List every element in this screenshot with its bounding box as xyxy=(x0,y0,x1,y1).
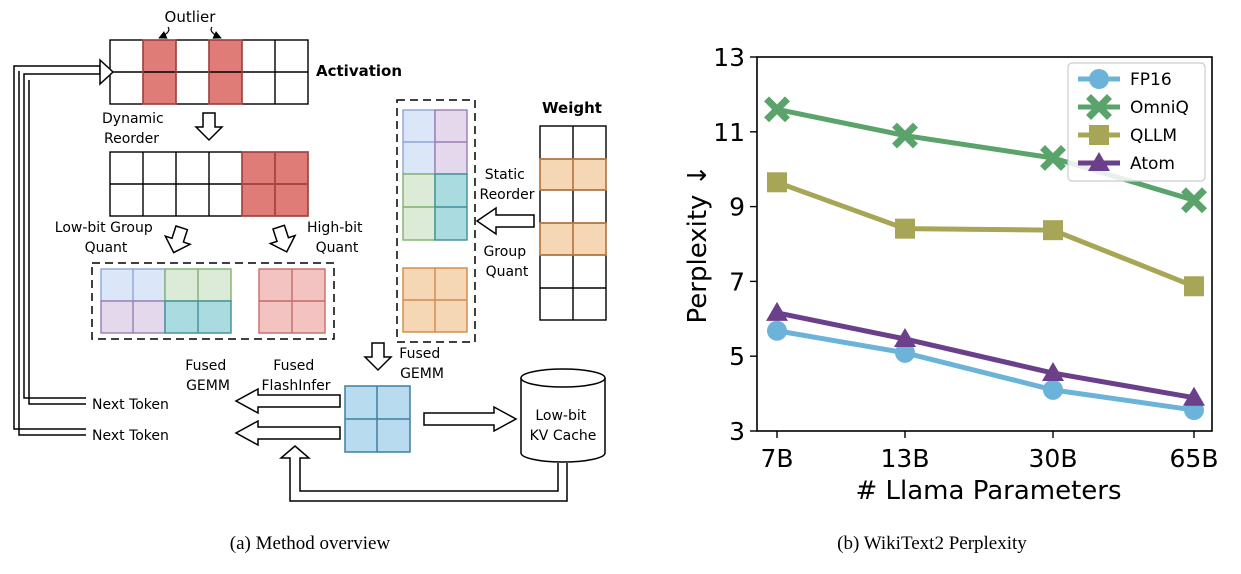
point-fp16-13B xyxy=(895,342,915,363)
fused-flashinfer-output-arrow xyxy=(234,419,341,447)
point-atom-13B xyxy=(894,327,916,347)
x-tick-label-30B: 30B xyxy=(1029,444,1078,473)
point-qllm-13B xyxy=(895,218,915,239)
point-atom-65B xyxy=(1183,386,1205,406)
kv-cache-read-arrow xyxy=(278,445,568,502)
low-bit-quantized-grid xyxy=(100,268,232,334)
high-bit-quant-arrow xyxy=(268,224,297,253)
legend-label-omniq: OmniQ xyxy=(1130,98,1189,118)
y-tick-label-5: 5 xyxy=(729,342,745,371)
series-line-fp16 xyxy=(776,328,1195,413)
kv-cache-cylinder xyxy=(520,368,606,463)
quantized-weight-grid xyxy=(402,109,468,333)
legend-marker-omniq xyxy=(1086,94,1112,120)
point-qllm-30B xyxy=(1043,220,1063,241)
legend-label-atom: Atom xyxy=(1130,154,1175,174)
chart-plot-area: 3 5 7 9 11 13 7B 13B 30B 65B # Llama Parameters Per… xyxy=(683,43,1218,506)
point-omniq-30B xyxy=(1040,145,1066,171)
outlier-arrow-left xyxy=(158,26,170,39)
next-token-feedback-2 xyxy=(13,65,100,436)
method-overview: Outlier Activation Dynamic Reorder xyxy=(13,8,607,554)
legend-box xyxy=(1067,62,1206,182)
fused-gemm-center-label: Fused GEMM xyxy=(399,346,444,382)
dynamic-reorder-arrow xyxy=(194,112,224,142)
high-bit-quantized-grid xyxy=(258,268,326,334)
group-quant-label: Group Quant xyxy=(483,244,530,280)
dynamic-reorder-label: Dynamic Reorder xyxy=(102,111,168,147)
legend-label-qllm: QLLM xyxy=(1130,126,1177,146)
legend-marker-atom xyxy=(1088,152,1110,171)
y-tick-label-11: 11 xyxy=(713,118,745,147)
activation-grid xyxy=(109,39,309,105)
fused-gemm-left-label: Fused GEMM xyxy=(185,358,230,394)
fused-gemm-arrow xyxy=(363,342,393,372)
static-reorder-arrow xyxy=(475,206,535,236)
next-token-label-1: Next Token xyxy=(92,397,169,413)
y-tick-label-3: 3 xyxy=(729,417,745,446)
point-atom-30B xyxy=(1042,362,1064,382)
x-tick-label-7B: 7B xyxy=(760,444,793,473)
quantized-activation-box xyxy=(91,262,335,340)
static-reorder-label: Static Reorder xyxy=(479,167,534,203)
point-omniq-7B xyxy=(764,96,790,123)
x-tick-label-65B: 65B xyxy=(1170,444,1219,473)
weight-matrix xyxy=(539,125,607,321)
y-axis-label: Perplexity ↓ xyxy=(683,165,713,324)
perplexity-caption: (b) WikiText2 Perplexity xyxy=(837,533,1027,554)
plot-frame xyxy=(756,56,1213,432)
x-tick-label-13B: 13B xyxy=(881,444,930,473)
low-bit-quant-arrow xyxy=(163,225,193,254)
kv-cache-write-arrow xyxy=(423,405,518,433)
kv-cache-label: Low-bit KV Cache xyxy=(530,408,597,444)
point-qllm-7B xyxy=(767,172,787,193)
fused-flashinfer-label: Fused FlashInfer xyxy=(262,358,331,394)
point-omniq-65B xyxy=(1181,187,1207,214)
weight-label: Weight xyxy=(542,99,602,117)
series-line-atom xyxy=(776,310,1195,401)
high-bit-quant-label: High-bit Quant xyxy=(307,220,367,256)
y-tick-label-13: 13 xyxy=(713,43,745,72)
activation-label: Activation xyxy=(316,62,402,80)
y-tick-label-9: 9 xyxy=(729,193,745,222)
point-omniq-13B xyxy=(892,122,918,149)
point-qllm-65B xyxy=(1184,276,1204,297)
legend-label-fp16: FP16 xyxy=(1130,70,1172,90)
point-atom-7B xyxy=(766,301,788,321)
low-bit-group-quant-label: Low-bit Group Quant xyxy=(55,220,157,256)
outlier-arrow-right xyxy=(210,26,222,39)
reordered-activation-grid xyxy=(109,151,309,217)
fused-output-grid xyxy=(344,385,411,453)
quantized-weight-box xyxy=(396,99,476,343)
fused-gemm-output-arrow xyxy=(234,387,341,415)
legend-marker-qllm xyxy=(1089,125,1109,145)
series-line-qllm xyxy=(776,179,1195,289)
perplexity-chart: 3 5 7 9 11 13 7B 13B 30B 65B # Llama Parameters Per… xyxy=(683,43,1218,554)
legend-marker-fp16 xyxy=(1089,69,1109,89)
x-axis-label: # Llama Parameters xyxy=(855,476,1121,506)
y-tick-label-7: 7 xyxy=(729,267,745,296)
overview-caption: (a) Method overview xyxy=(230,533,391,554)
next-token-label-2: Next Token xyxy=(92,428,169,444)
feedback-arrow-head xyxy=(99,58,115,86)
outlier-label: Outlier xyxy=(165,8,217,26)
point-fp16-30B xyxy=(1043,379,1063,400)
point-fp16-7B xyxy=(767,320,787,341)
